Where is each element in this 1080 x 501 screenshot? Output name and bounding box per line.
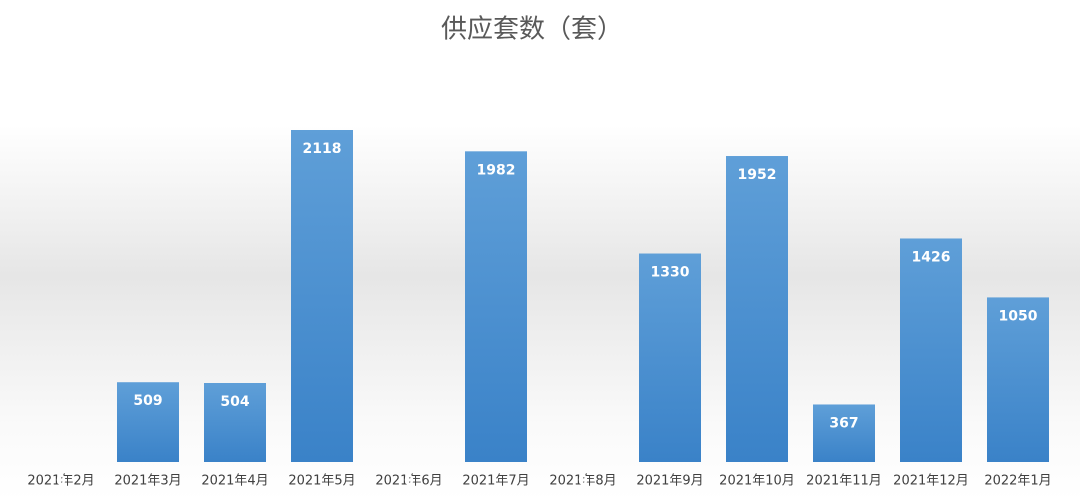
x-tick-label: 2021年4月 <box>201 474 268 489</box>
bar <box>639 253 701 462</box>
x-tick-label: 2021年3月 <box>114 474 181 489</box>
data-label: 367 <box>829 415 858 431</box>
bar <box>900 238 962 462</box>
bar <box>117 382 179 462</box>
bar <box>204 382 266 462</box>
bar <box>726 156 788 463</box>
data-label: 0 <box>404 473 414 489</box>
bar <box>291 130 353 462</box>
data-label: 2118 <box>303 141 342 157</box>
data-label: 1982 <box>477 162 516 178</box>
data-label: 509 <box>133 393 162 409</box>
x-tick-label: 2021年7月 <box>462 474 529 489</box>
x-tick-label: 2022年1月 <box>984 474 1051 489</box>
bar <box>465 151 527 462</box>
x-tick-label: 2021年6月 <box>375 474 442 489</box>
data-label: 1952 <box>738 167 777 183</box>
data-label: 1330 <box>651 265 690 281</box>
data-label: 504 <box>220 394 249 410</box>
x-tick-label: 2021年5月 <box>288 474 355 489</box>
x-tick-label: 2021年8月 <box>549 474 616 489</box>
x-tick-label: 2021年9月 <box>636 474 703 489</box>
x-tick-label: 2021年2月 <box>27 474 94 489</box>
data-label: 1426 <box>912 249 951 265</box>
data-label: 0 <box>578 473 588 489</box>
bar <box>813 404 875 462</box>
data-label: 1050 <box>999 308 1038 324</box>
x-tick-label: 2021年11月 <box>806 474 882 489</box>
x-tick-label: 2021年12月 <box>893 474 969 489</box>
x-tick-label: 2021年10月 <box>719 474 795 489</box>
chart-title: 供应套数（套） <box>441 15 623 45</box>
bar <box>987 297 1049 462</box>
data-label: 0 <box>56 473 66 489</box>
